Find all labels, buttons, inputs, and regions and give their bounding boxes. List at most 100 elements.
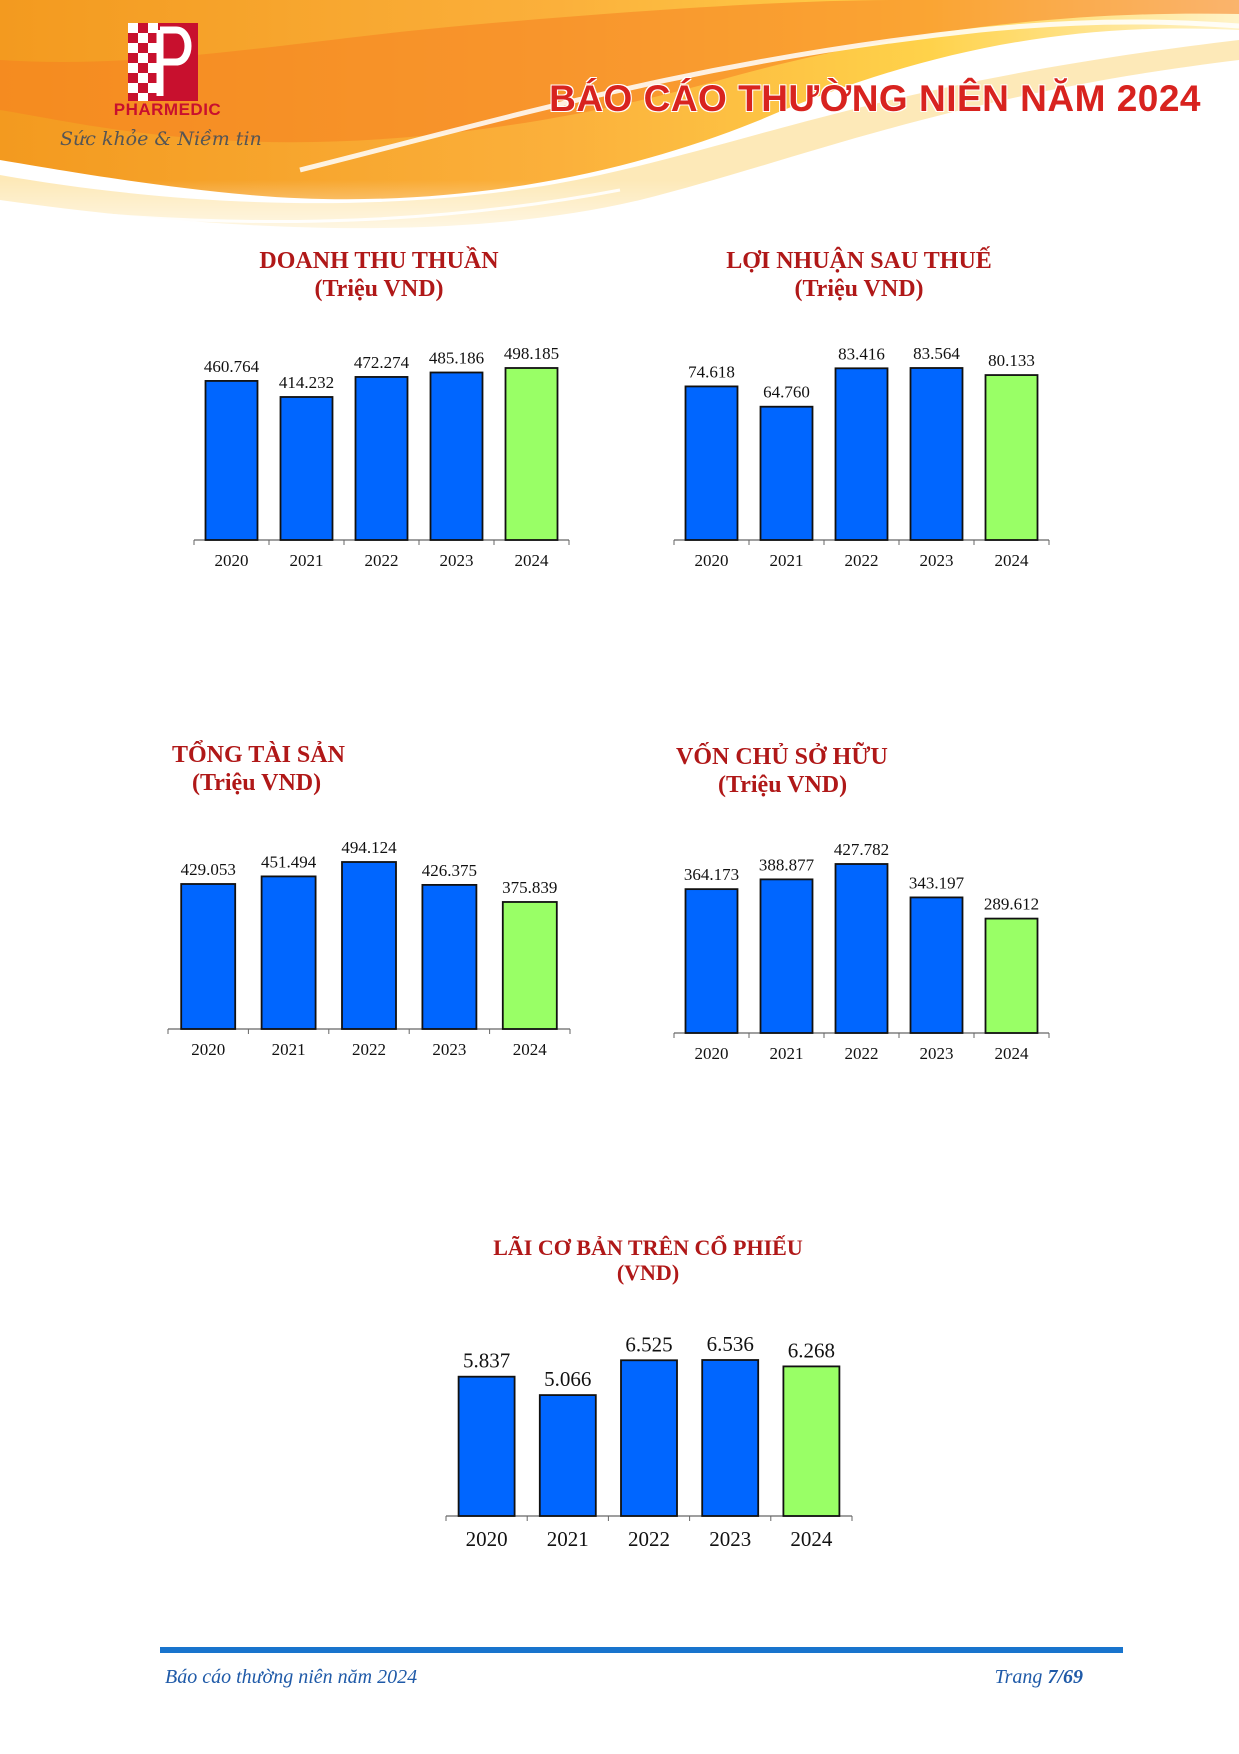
report-title: BÁO CÁO THƯỜNG NIÊN NĂM 2024 — [549, 78, 1201, 119]
x-tick-label-2024: 2024 — [515, 551, 550, 570]
bar-2020 — [204, 380, 259, 541]
value-label-2021: 414.232 — [279, 373, 334, 392]
footer-divider — [160, 1647, 1123, 1653]
value-label-2021: 5.066 — [544, 1367, 591, 1391]
bar-2021 — [538, 1394, 597, 1517]
x-tick-label-2024: 2024 — [995, 551, 1030, 570]
bar-2023 — [429, 371, 484, 541]
bar-2022 — [620, 1359, 678, 1517]
value-label-2023: 83.564 — [913, 344, 960, 363]
bar-2020 — [180, 883, 237, 1030]
x-tick-label-2023: 2023 — [432, 1040, 466, 1059]
chart-lai-co-ban-tren-co-phieu: 5.837 2020 5.066 2021 6.525 2022 6.536 2023 6.26… — [436, 1235, 876, 1565]
chart-plot: 460.764 2020 414.232 2021 472.274 2022 485.186… — [193, 344, 570, 570]
header-banner — [0, 0, 1239, 260]
bar-2022 — [834, 367, 889, 541]
chart-subtitle: (Triệu VND) — [314, 275, 444, 302]
bar-2021 — [279, 396, 334, 541]
x-tick-label-2023: 2023 — [920, 551, 954, 570]
value-label-2022: 494.124 — [341, 838, 397, 857]
bar-2023 — [909, 367, 964, 541]
value-label-2023: 6.536 — [707, 1332, 754, 1356]
bar-2024 — [501, 901, 558, 1030]
x-tick-label-2021: 2021 — [272, 1040, 306, 1059]
chart-plot: 5.837 2020 5.066 2021 6.525 2022 6.536 2023 6.26… — [445, 1332, 853, 1551]
value-label-2023: 485.186 — [429, 348, 484, 367]
value-label-2023: 426.375 — [422, 861, 477, 880]
chart-plot: 74.618 2020 64.760 2021 83.416 2022 83.564 2023… — [673, 344, 1050, 570]
x-tick-label-2022: 2022 — [628, 1527, 670, 1551]
chart-title: LÃI CƠ BẢN TRÊN CỔ PHIẾU — [493, 1235, 803, 1260]
chart-title: LỢI NHUẬN SAU THUẾ — [726, 248, 992, 274]
bar-2023 — [909, 896, 964, 1034]
value-label-2022: 472.274 — [354, 353, 410, 372]
bar-2021 — [759, 878, 814, 1034]
value-label-2022: 83.416 — [838, 344, 885, 363]
chart-plot: 429.053 2020 451.494 2021 494.124 2022 426.375… — [167, 838, 571, 1059]
value-label-2020: 74.618 — [688, 362, 735, 381]
x-tick-label-2024: 2024 — [995, 1044, 1030, 1063]
bar-2023 — [701, 1359, 760, 1517]
x-tick-label-2021: 2021 — [770, 551, 804, 570]
x-tick-label-2024: 2024 — [790, 1527, 833, 1551]
bar-2024 — [782, 1365, 841, 1517]
x-tick-label-2020: 2020 — [695, 551, 729, 570]
x-tick-label-2022: 2022 — [845, 1044, 879, 1063]
chart-plot: 364.173 2020 388.877 2021 427.782 2022 343.197… — [673, 840, 1050, 1063]
slogan: Sức khỏe & Niềm tin — [60, 128, 262, 150]
x-tick-label-2021: 2021 — [547, 1527, 589, 1551]
chart-subtitle: (VND) — [616, 1260, 680, 1286]
bar-2020 — [457, 1375, 516, 1517]
value-label-2024: 375.839 — [502, 878, 557, 897]
chart-von-chu-so-huu: 364.173 2020 388.877 2021 427.782 2022 343.197… — [664, 744, 1054, 1084]
chart-title: DOANH THU THUẦN — [259, 248, 499, 274]
x-tick-label-2023: 2023 — [440, 551, 474, 570]
value-label-2021: 451.494 — [261, 852, 317, 871]
x-tick-label-2021: 2021 — [290, 551, 324, 570]
bar-2024 — [984, 917, 1039, 1034]
value-label-2020: 460.764 — [204, 357, 260, 376]
x-tick-label-2020: 2020 — [466, 1527, 508, 1551]
bar-2021 — [759, 405, 814, 541]
value-label-2020: 5.837 — [463, 1349, 510, 1373]
x-tick-label-2022: 2022 — [352, 1040, 386, 1059]
x-tick-label-2020: 2020 — [695, 1044, 729, 1063]
chart-loi-nhuan-sau-thue: 74.618 2020 64.760 2021 83.416 2022 83.564 2023… — [664, 248, 1054, 588]
brand-name: PHARMEDIC — [113, 100, 222, 119]
value-label-2021: 388.877 — [759, 855, 815, 874]
value-label-2024: 498.185 — [504, 344, 559, 363]
chart-title: TỔNG TÀI SẢN — [172, 742, 345, 768]
value-label-2020: 364.173 — [684, 865, 739, 884]
value-label-2022: 427.782 — [834, 840, 889, 859]
x-tick-label-2022: 2022 — [845, 551, 879, 570]
x-tick-label-2022: 2022 — [365, 551, 399, 570]
x-tick-label-2020: 2020 — [215, 551, 249, 570]
bar-2024 — [984, 374, 1039, 541]
chart-subtitle: (Triệu VND) — [718, 771, 848, 798]
x-tick-label-2024: 2024 — [513, 1040, 548, 1059]
chart-title: VỐN CHỦ SỞ HỮU — [676, 744, 888, 770]
bar-2023 — [421, 883, 478, 1030]
bar-2022 — [834, 863, 889, 1034]
value-label-2020: 429.053 — [181, 860, 236, 879]
chart-doanh-thu-thuan: 460.764 2020 414.232 2021 472.274 2022 485.186… — [184, 248, 574, 588]
x-tick-label-2023: 2023 — [709, 1527, 751, 1551]
chart-subtitle: (Triệu VND) — [794, 275, 924, 302]
pharmedic-logo — [128, 23, 198, 101]
chart-subtitle: (Triệu VND) — [192, 769, 322, 796]
value-label-2024: 6.268 — [788, 1338, 835, 1362]
value-label-2023: 343.197 — [909, 873, 965, 892]
bar-2024 — [504, 367, 559, 541]
x-tick-label-2021: 2021 — [770, 1044, 804, 1063]
bar-2020 — [684, 385, 739, 541]
footer-report-name: Báo cáo thường niên năm 2024 — [165, 1666, 418, 1688]
bar-2022 — [341, 861, 397, 1030]
value-label-2022: 6.525 — [625, 1332, 672, 1356]
x-tick-label-2020: 2020 — [191, 1040, 225, 1059]
value-label-2024: 289.612 — [984, 895, 1039, 914]
bar-2020 — [684, 888, 739, 1034]
footer-page-value: 7/69 — [1047, 1666, 1083, 1688]
chart-tong-tai-san: 429.053 2020 451.494 2021 494.124 2022 426.375… — [158, 742, 578, 1082]
footer-page-number: Trang 7/69 — [995, 1666, 1083, 1689]
value-label-2024: 80.133 — [988, 351, 1035, 370]
